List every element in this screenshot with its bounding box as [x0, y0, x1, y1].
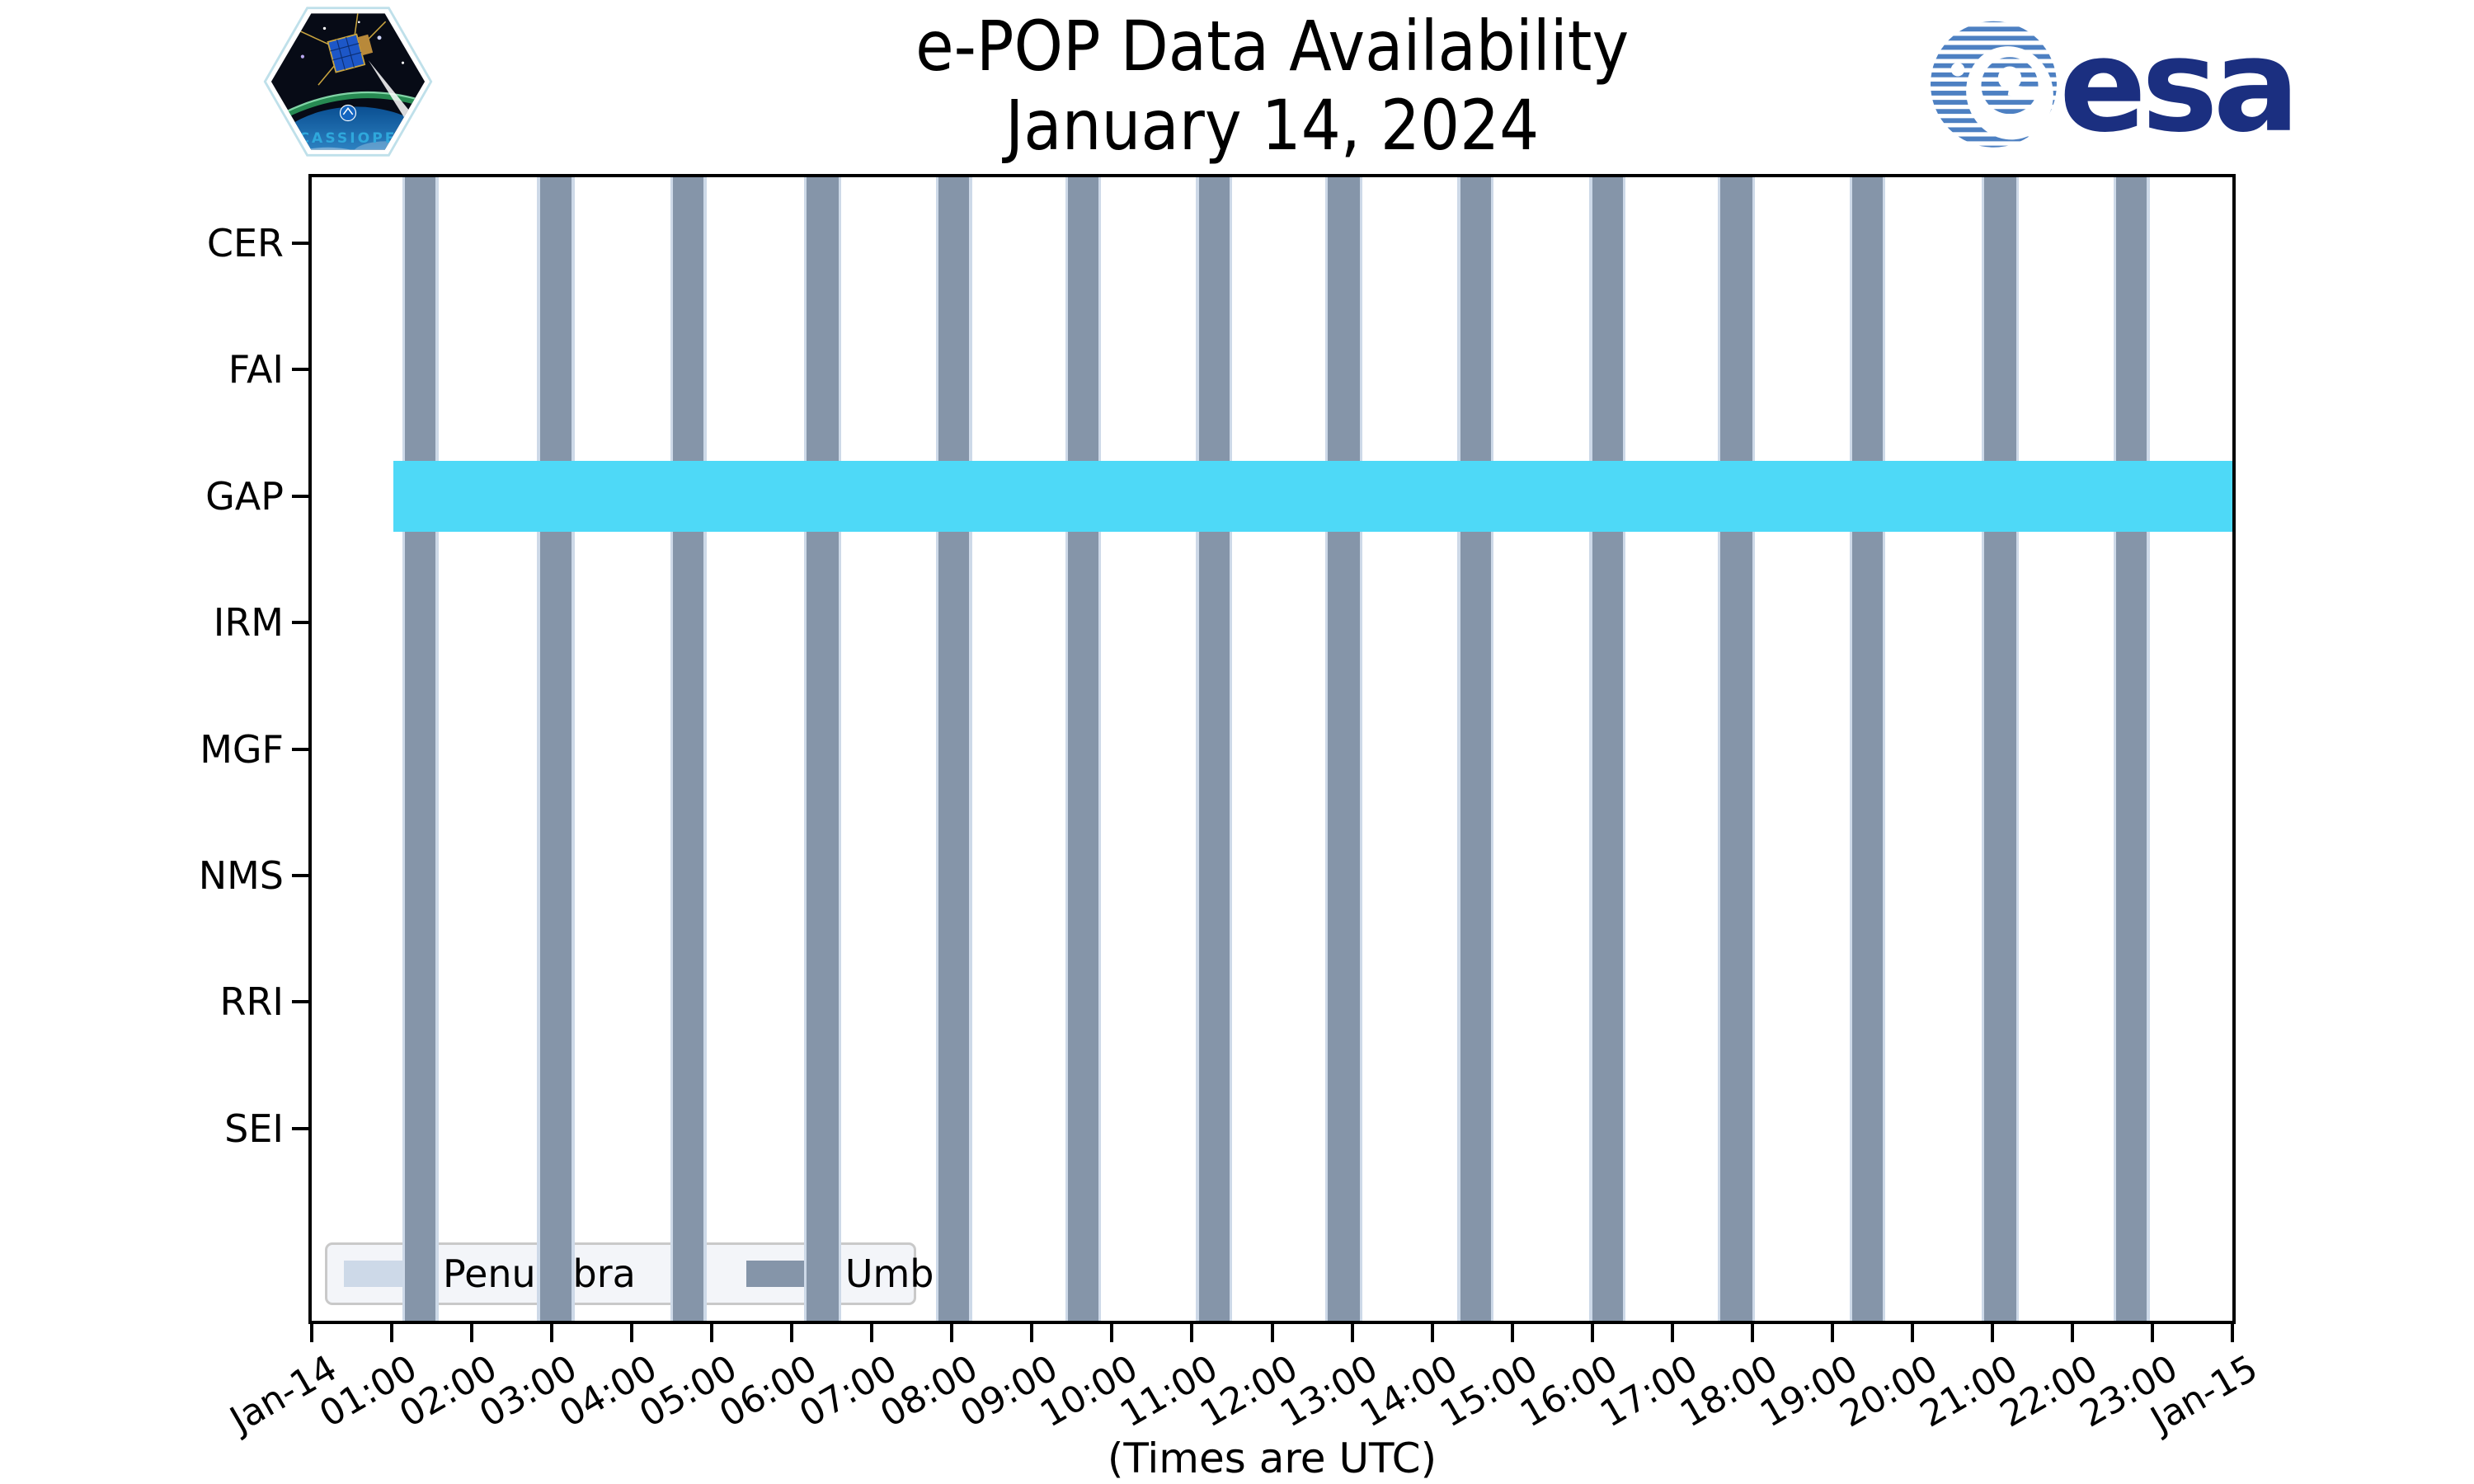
x-tick-mark — [870, 1324, 874, 1342]
y-tick-mark — [292, 368, 308, 372]
y-tick-label-gap: GAP — [205, 473, 284, 519]
y-tick-mark — [292, 1000, 308, 1004]
umbra-bar — [2116, 177, 2147, 1321]
x-tick-mark — [1350, 1324, 1354, 1342]
cassiope-caption: CASSIOPE — [299, 130, 397, 147]
x-tick-mark — [2231, 1324, 2234, 1342]
x-tick-mark — [1590, 1324, 1594, 1342]
y-tick-mark — [292, 242, 308, 245]
beam — [368, 60, 420, 129]
y-tick-label-irm: IRM — [213, 600, 284, 646]
gap-availability-bar — [393, 460, 2232, 532]
x-tick-mark — [1270, 1324, 1274, 1342]
chart-subtitle: January 14, 2024 — [1004, 85, 1540, 167]
y-tick-label-nms: NMS — [198, 853, 284, 898]
aurora-arc — [275, 92, 423, 122]
x-tick-mark — [310, 1324, 313, 1342]
y-tick-mark — [292, 747, 308, 751]
esa-logo-svg: esa — [1931, 11, 2300, 161]
x-tick-mark — [1910, 1324, 1914, 1342]
y-tick-mark — [292, 874, 308, 877]
x-tick-mark — [470, 1324, 474, 1342]
y-tick-label-sei: SEI — [224, 1106, 284, 1151]
umbra-bar — [1198, 177, 1230, 1321]
umbra-bar — [1719, 177, 1752, 1321]
esa-wordmark: esa — [2059, 15, 2295, 155]
umbra-bar — [539, 177, 572, 1321]
y-tick-label-rri: RRI — [219, 979, 285, 1025]
x-tick-mark — [390, 1324, 394, 1342]
umbra-bar — [1068, 177, 1099, 1321]
y-tick-label-mgf: MGF — [200, 726, 284, 772]
umbra-bar — [1328, 177, 1361, 1321]
x-tick-mark — [550, 1324, 554, 1342]
y-tick-mark — [292, 1126, 308, 1130]
x-tick-mark — [1990, 1324, 1994, 1342]
umbra-bar — [1852, 177, 1884, 1321]
x-tick-mark — [1110, 1324, 1114, 1342]
x-tick-mark — [2070, 1324, 2074, 1342]
plot-area — [308, 174, 2236, 1324]
x-tick-mark — [1670, 1324, 1674, 1342]
umbra-bar — [1984, 177, 2016, 1321]
umbra-bar — [1592, 177, 1623, 1321]
x-tick-mark — [2150, 1324, 2154, 1342]
csa-roundel — [339, 104, 357, 122]
x-tick-mark — [630, 1324, 634, 1342]
satellite-icon — [300, 13, 420, 129]
cassiope-patch-svg: CASSIOPE — [263, 7, 433, 157]
umbra-bar — [938, 177, 970, 1321]
cassiope-mission-patch-icon: CASSIOPE — [261, 3, 435, 160]
x-tick-mark — [1430, 1324, 1434, 1342]
x-tick-mark — [1190, 1324, 1194, 1342]
umbra-bar — [1460, 177, 1491, 1321]
x-tick-mark — [790, 1324, 794, 1342]
y-tick-label-fai: FAI — [228, 347, 284, 392]
x-tick-mark — [950, 1324, 954, 1342]
umbra-bar — [405, 177, 436, 1321]
y-tick-label-cer: CER — [206, 221, 284, 265]
esa-globe-dot — [1950, 63, 1965, 77]
x-axis-title: (Times are UTC) — [1107, 1435, 1437, 1482]
x-tick-mark — [1750, 1324, 1754, 1342]
x-tick-mark — [1030, 1324, 1034, 1342]
y-tick-mark — [292, 494, 308, 498]
umbra-bar — [807, 177, 839, 1321]
x-tick-mark — [1830, 1324, 1834, 1342]
chart-title: e-POP Data Availability — [915, 6, 1630, 87]
chart-title-block: e-POP Data Availability January 14, 2024 — [308, 10, 2236, 162]
y-tick-mark — [292, 621, 308, 625]
umbra-bar — [673, 177, 704, 1321]
x-tick-mark — [710, 1324, 714, 1342]
esa-logo-icon: esa — [1928, 11, 2304, 161]
x-tick-mark — [1510, 1324, 1514, 1342]
